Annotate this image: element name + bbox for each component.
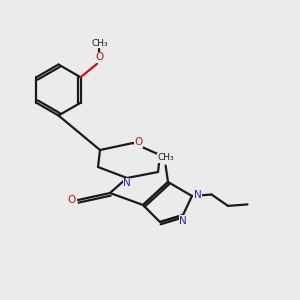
Text: O: O bbox=[67, 195, 76, 205]
Text: O: O bbox=[95, 52, 104, 62]
Text: N: N bbox=[194, 190, 201, 200]
Text: O: O bbox=[134, 137, 142, 147]
Text: CH₃: CH₃ bbox=[157, 154, 174, 163]
Text: N: N bbox=[179, 216, 187, 226]
Text: N: N bbox=[123, 178, 131, 188]
Text: CH₃: CH₃ bbox=[91, 39, 108, 48]
